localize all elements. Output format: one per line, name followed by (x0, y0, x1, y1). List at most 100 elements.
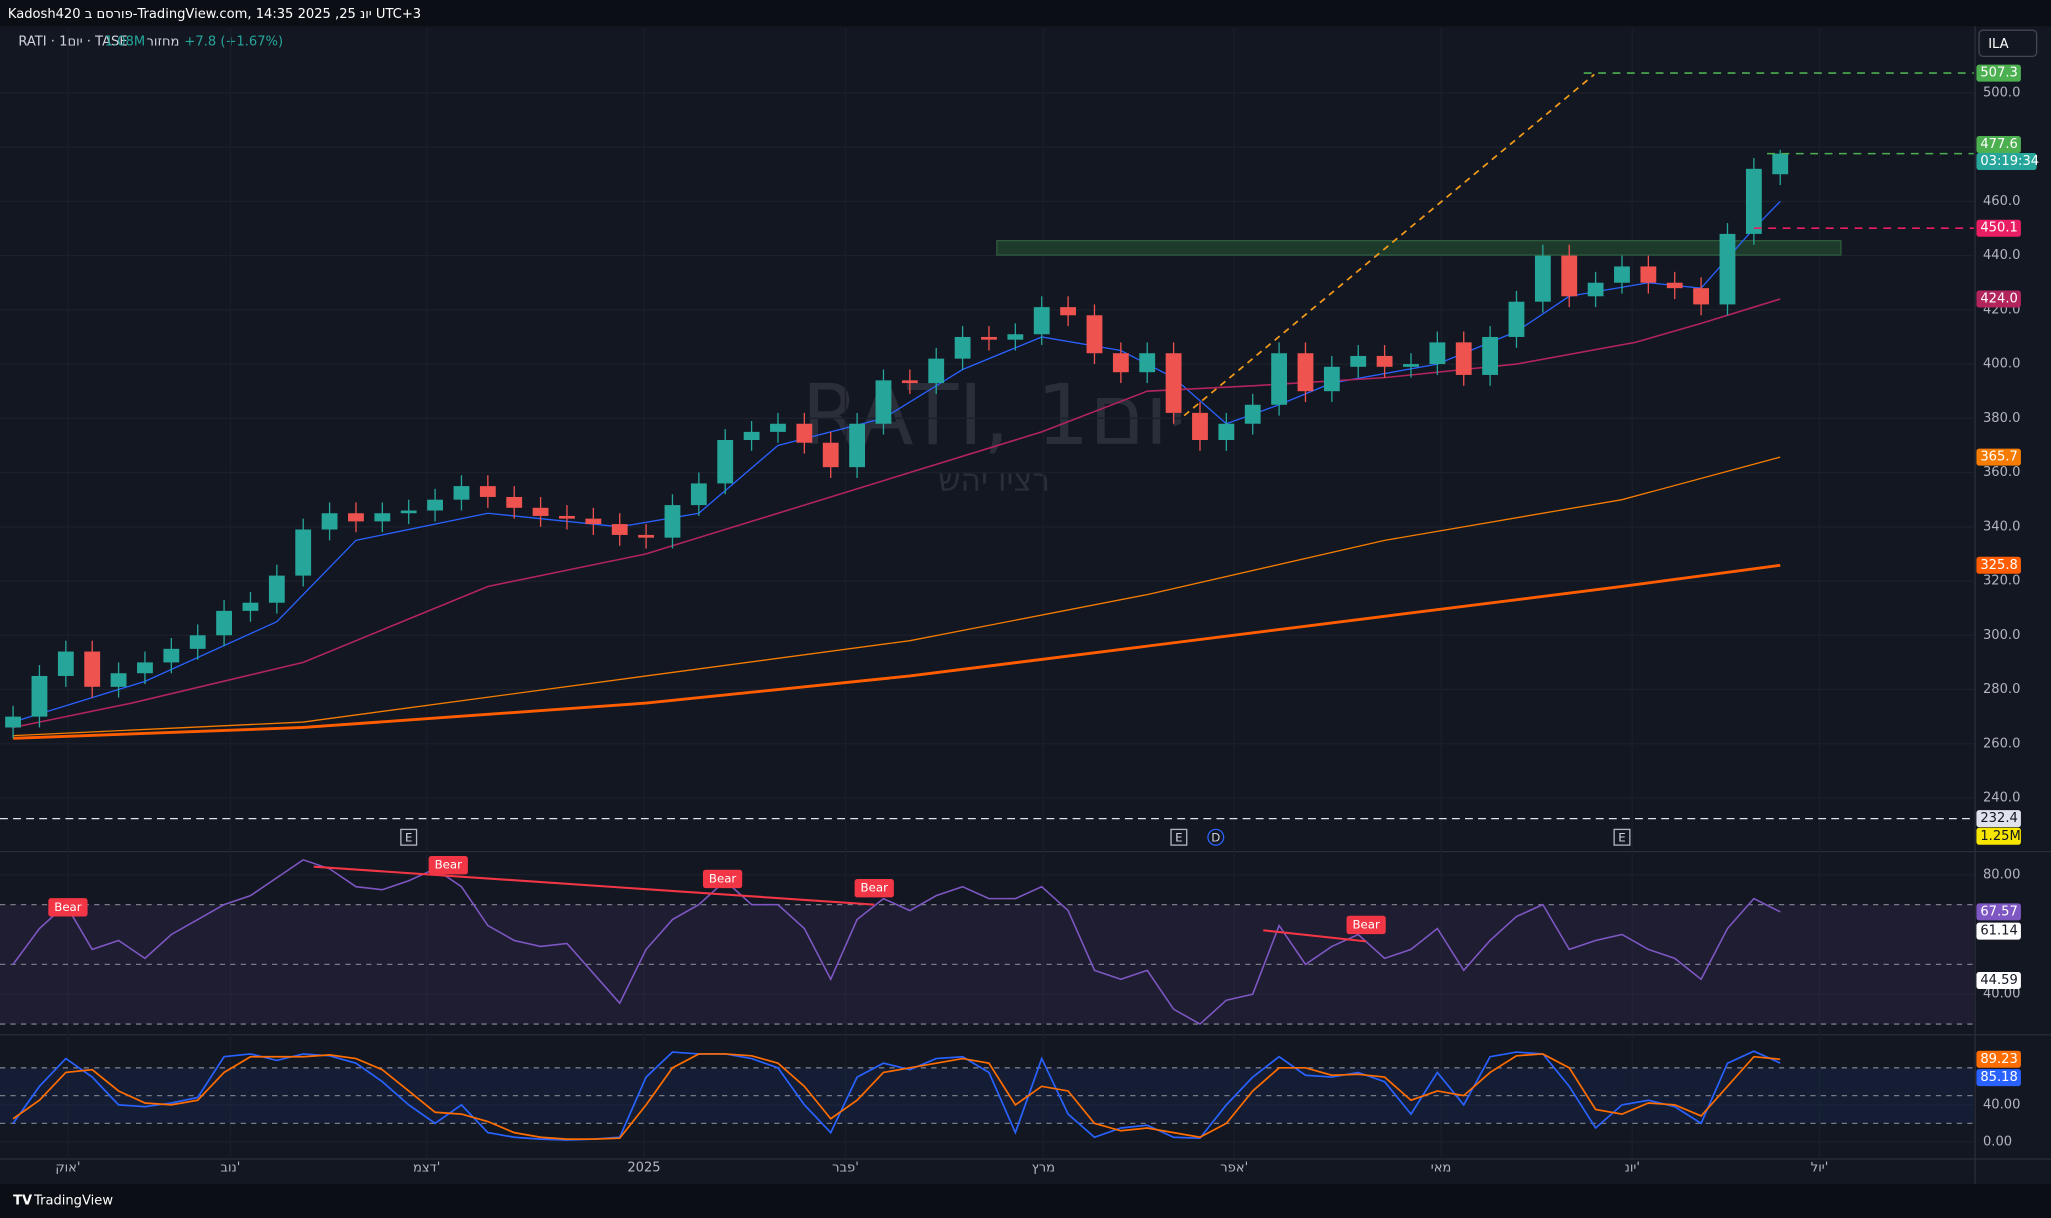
price-label-box (1976, 972, 2021, 990)
candle-body (84, 651, 101, 687)
candle-body (1666, 282, 1683, 289)
candle-body (611, 524, 628, 535)
x-tick-label: יול' (1811, 1161, 1829, 1176)
candle-body (1139, 353, 1156, 373)
candle-body (1244, 404, 1261, 424)
candle-body (1323, 366, 1340, 392)
bear-signal (702, 869, 743, 889)
candle-body (163, 648, 180, 663)
plot: 240.0 260.0 280.0 300.0 320.0 340.0 360.0 380.0… (0, 28, 2039, 1176)
candle-body (295, 529, 312, 576)
zone (996, 240, 1842, 256)
countdown-box (1976, 152, 2037, 170)
currency[interactable]: ILA (1988, 37, 2008, 52)
y-tick-label: 380.0 (1983, 411, 2020, 426)
y-tick-label: 360.0 (1983, 465, 2020, 480)
price-label-box (1976, 1069, 2021, 1087)
stoch-line (12, 1050, 1781, 1141)
event-marker (1170, 828, 1188, 846)
candle-body (928, 358, 945, 384)
price-label-box (1976, 219, 2021, 237)
price-label: 67.57 (1980, 904, 2017, 919)
price-label: 424.0 (1980, 291, 2017, 306)
bear-label: Bear (861, 881, 889, 895)
candle-body (1482, 336, 1499, 375)
candle-body (690, 483, 707, 506)
event-label: E (1618, 830, 1625, 844)
top-bar (0, 0, 2051, 27)
y-tick-label: 40.00 (1983, 1097, 2020, 1112)
projection-line (1183, 73, 1595, 417)
candle-body (981, 336, 997, 340)
bear-signal (48, 898, 88, 917)
y-tick-label: 80.00 (1983, 867, 2020, 882)
price-label: 44.59 (1980, 973, 2017, 988)
price-label-box (1976, 64, 2021, 82)
bottom-bar (0, 1183, 2051, 1218)
price-label: 325.8 (1980, 558, 2017, 573)
bear-signal (428, 856, 468, 875)
y-tick-label: 400.0 (1983, 357, 2020, 372)
x-tick-label: יונ' (1625, 1161, 1640, 1176)
header: Kadosh420 פורסם ב-TradingView.com, יונ 2… (8, 7, 421, 22)
candle-body (242, 602, 259, 611)
candle-body (532, 507, 549, 516)
stoch-line (12, 1053, 1781, 1140)
candle-body (479, 486, 496, 497)
brand: TradingView (33, 1193, 113, 1208)
bear-signal (854, 879, 894, 898)
candle-body (216, 610, 232, 636)
volume-value: 1.08M (105, 34, 145, 49)
candle-body (1719, 233, 1736, 305)
currency-box[interactable] (1978, 29, 2038, 58)
candle-body (453, 486, 470, 500)
event-label: E (1175, 830, 1182, 844)
candle-body (585, 518, 602, 525)
candle-body (1693, 288, 1710, 305)
x-tick-label: 2025 (627, 1161, 660, 1176)
candle-body (427, 499, 444, 511)
candle-body (1033, 307, 1050, 335)
candle-body (1614, 266, 1630, 283)
candle-body (1561, 255, 1578, 297)
candle-body (1112, 353, 1129, 373)
candle-body (1772, 153, 1789, 175)
price-label-box (1976, 290, 2021, 308)
y-tick-label: 40.00 (1983, 987, 2020, 1002)
y-tick-label: 0.00 (1983, 1134, 2012, 1149)
price-label: 477.6 (1980, 137, 2017, 152)
y-tick-label: 340.0 (1983, 519, 2020, 534)
event-marker (1207, 828, 1225, 846)
candle-body (849, 423, 866, 468)
moving-average (12, 298, 1781, 729)
candle-body (1218, 423, 1235, 441)
candle-body (506, 496, 523, 508)
symbol: RATI · 1יום · TASE (18, 34, 127, 49)
event-marker (400, 828, 418, 846)
x-tick-label: פבר' (832, 1161, 859, 1176)
x-tick-label: דצמ' (413, 1161, 440, 1176)
y-tick-label: 240.0 (1983, 790, 2020, 805)
x-tick-label: אפר' (1220, 1161, 1248, 1176)
volume-caption: מחזור (146, 34, 179, 49)
candle-body (901, 380, 918, 384)
price-label: 450.1 (1980, 221, 2017, 236)
price-label-box (1976, 135, 2021, 153)
candle-body (1455, 342, 1472, 375)
rsi-line (12, 858, 1781, 1026)
watermark-sub: רציו יהש (938, 462, 1050, 498)
volume-ma-label: 1.25M (1980, 829, 2020, 844)
y-tick-label: 460.0 (1983, 194, 2020, 209)
price-label: 232.4 (1980, 811, 2017, 826)
candle-body (875, 380, 892, 424)
candle-body (954, 336, 971, 359)
y-tick-label: 500.0 (1983, 85, 2020, 100)
price-label-box (1976, 903, 2021, 921)
candle-body (1271, 353, 1288, 405)
candle-body (1060, 307, 1077, 316)
x-tick-label: נוב' (220, 1161, 240, 1176)
candle-body (743, 431, 760, 441)
y-tick-label: 280.0 (1983, 682, 2020, 697)
